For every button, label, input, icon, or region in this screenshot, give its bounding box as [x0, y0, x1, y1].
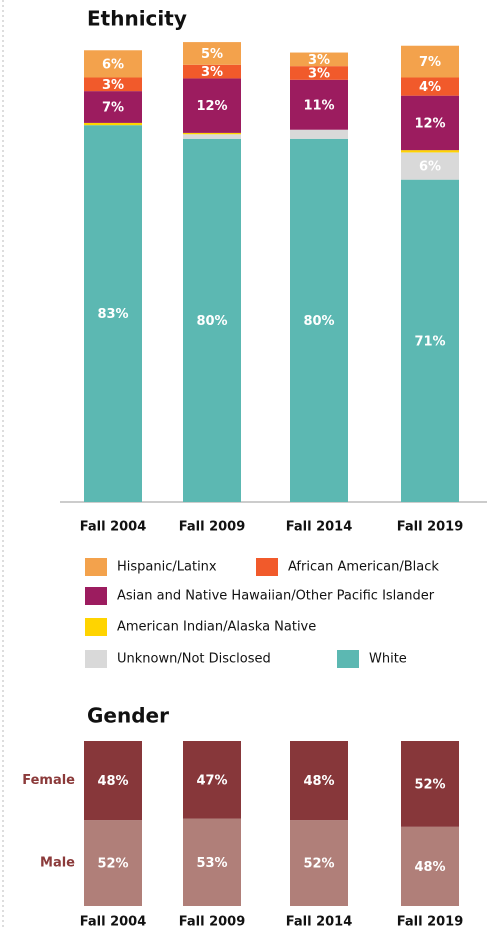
chart-title: Gender: [87, 704, 169, 728]
x-tick-label: Fall 2004: [80, 915, 147, 930]
data-label: 12%: [414, 116, 445, 131]
bar-segment: [84, 122, 142, 126]
data-label: 83%: [97, 307, 128, 322]
bar-segment: [290, 820, 348, 906]
data-label: 53%: [196, 856, 227, 871]
chart-title: Ethnicity: [87, 7, 187, 31]
bar-segment: [183, 78, 241, 133]
row-label: Female: [22, 773, 75, 788]
data-label: 52%: [414, 777, 445, 792]
x-tick-label: Fall 2014: [286, 915, 353, 930]
data-label: 3%: [308, 66, 330, 81]
bar-segment: [401, 179, 459, 502]
bar-segment: [84, 50, 142, 78]
data-label: 52%: [97, 857, 128, 872]
bar-segment: [183, 132, 241, 135]
data-label: 47%: [196, 773, 227, 788]
legend-swatch: [256, 558, 278, 576]
bar-segment: [84, 820, 142, 906]
data-label: 7%: [419, 55, 441, 70]
data-label: 4%: [419, 80, 441, 95]
data-label: 7%: [102, 101, 124, 116]
data-label: 80%: [303, 314, 334, 329]
legend-label: White: [369, 652, 407, 667]
x-tick-label: Fall 2019: [397, 915, 464, 930]
legend-label: Asian and Native Hawaiian/Other Pacific …: [117, 589, 435, 604]
bar-segment: [290, 138, 348, 503]
data-label: 5%: [201, 47, 223, 62]
data-label: 71%: [414, 334, 445, 349]
bar-segment: [290, 741, 348, 821]
legend-label: Unknown/Not Disclosed: [117, 652, 271, 667]
x-tick-label: Fall 2004: [80, 520, 147, 535]
bar-segment: [401, 741, 459, 827]
bar-segment: [183, 64, 241, 79]
bar-segment: [401, 95, 459, 151]
data-label: 52%: [303, 857, 334, 872]
data-label: 12%: [196, 99, 227, 114]
bar-segment: [401, 826, 459, 906]
bar-segment: [290, 52, 348, 67]
bar-segment: [290, 66, 348, 80]
data-label: 3%: [102, 78, 124, 93]
bar-segment: [183, 818, 241, 906]
bar-segment: [183, 138, 241, 503]
data-label: 48%: [97, 774, 128, 789]
bar-segment: [401, 150, 459, 153]
bar-segment: [84, 77, 142, 92]
bar-segment: [183, 42, 241, 65]
bar-segment: [183, 741, 241, 819]
data-label: 11%: [303, 98, 334, 113]
row-label: Male: [40, 856, 75, 871]
bar-segment: [84, 91, 142, 123]
bar-segment: [401, 45, 459, 78]
bar-segment: [401, 77, 459, 96]
legend-swatch: [85, 618, 107, 636]
data-label: 48%: [303, 774, 334, 789]
data-label: 6%: [102, 57, 124, 72]
legend-label: African American/Black: [288, 560, 439, 575]
data-label: 3%: [308, 53, 330, 68]
bar-segment: [290, 79, 348, 130]
data-label: 80%: [196, 314, 227, 329]
data-label: 48%: [414, 860, 445, 875]
legend-label: American Indian/Alaska Native: [117, 620, 316, 635]
x-tick-label: Fall 2019: [397, 520, 464, 535]
bar-segment: [84, 741, 142, 821]
legend-swatch: [337, 650, 359, 668]
bar-segment: [401, 152, 459, 180]
bar-segment: [183, 134, 241, 139]
data-label: 3%: [201, 65, 223, 80]
x-tick-label: Fall 2014: [286, 520, 353, 535]
bar-segment: [290, 129, 348, 139]
bar-segment: [84, 125, 142, 503]
legend-swatch: [85, 587, 107, 605]
data-label: 6%: [419, 160, 441, 175]
legend-swatch: [85, 558, 107, 576]
x-tick-label: Fall 2009: [179, 915, 246, 930]
x-tick-label: Fall 2009: [179, 520, 246, 535]
legend-swatch: [85, 650, 107, 668]
legend-label: Hispanic/Latinx: [117, 560, 217, 575]
